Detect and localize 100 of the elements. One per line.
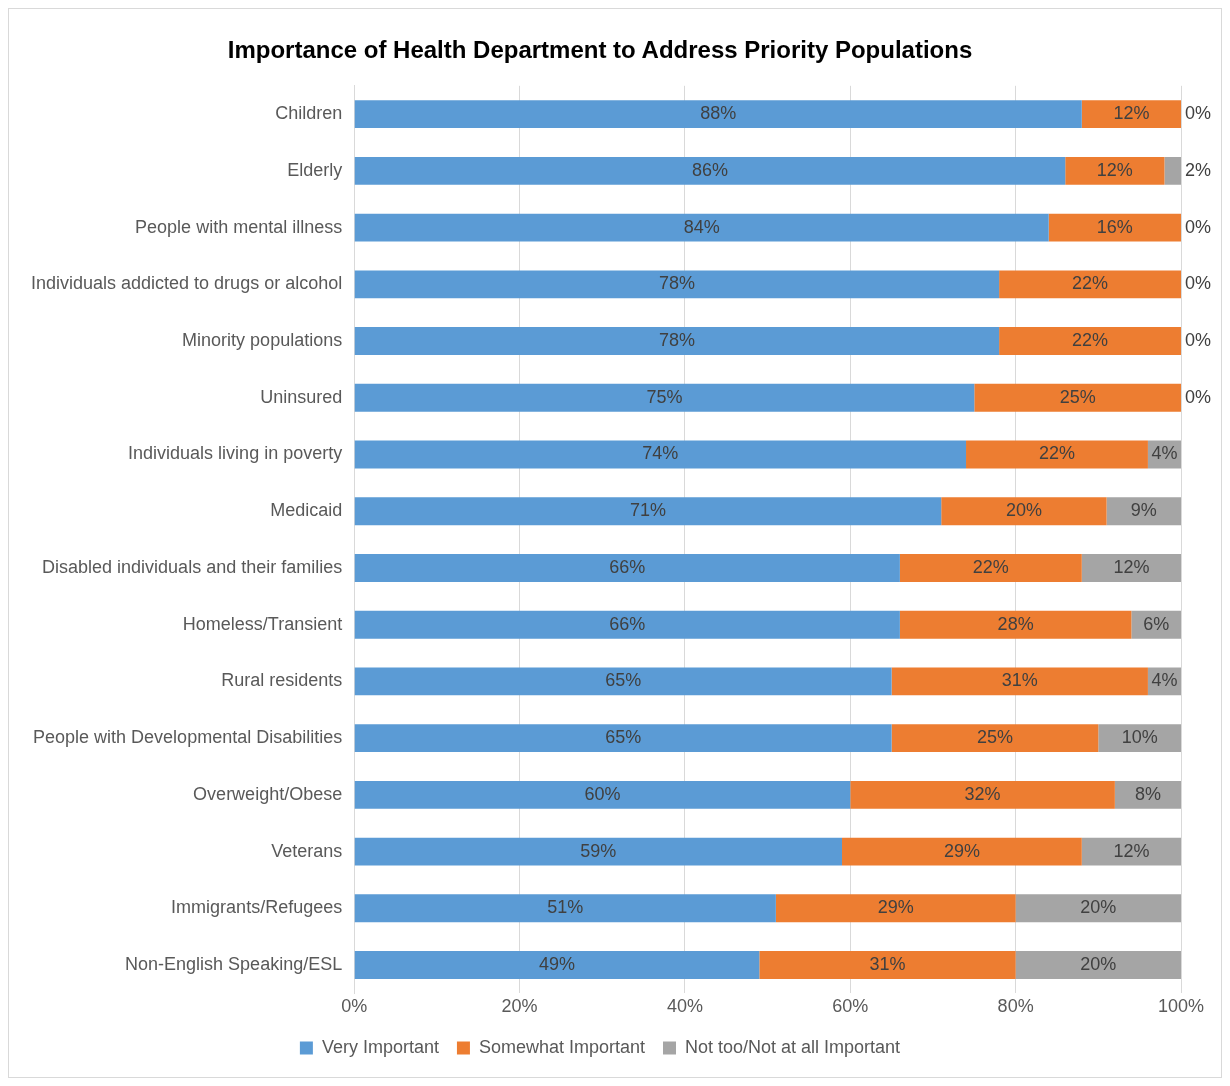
data-label: 78% (658, 273, 695, 294)
x-tick-label: 80% (997, 996, 1034, 1017)
y-tick-label: Children (275, 103, 343, 124)
data-label: 78% (658, 330, 695, 351)
data-label: 25% (1059, 386, 1096, 407)
y-tick-label: Elderly (287, 159, 343, 180)
data-label: 0% (1185, 103, 1212, 124)
data-label: 8% (1134, 783, 1161, 804)
data-label: 20% (1080, 897, 1117, 918)
data-label: 74% (642, 443, 679, 464)
data-label: 2% (1185, 159, 1212, 180)
data-label: 29% (877, 897, 914, 918)
bar (1015, 951, 1181, 979)
x-tick-label: 60% (832, 996, 869, 1017)
data-label: 65% (605, 727, 642, 748)
data-label: 86% (691, 159, 728, 180)
data-label: 20% (1005, 500, 1042, 521)
bar (941, 497, 1107, 526)
data-label: 10% (1121, 727, 1158, 748)
data-label: 60% (584, 783, 621, 804)
data-label: 32% (964, 783, 1001, 804)
y-tick-label: Homeless/Transient (182, 613, 343, 634)
bar (354, 780, 851, 809)
bar (999, 327, 1181, 356)
x-tick-label: 40% (666, 996, 703, 1017)
data-label: 12% (1096, 159, 1133, 180)
bar (354, 213, 1049, 242)
legend-label: Somewhat Important (478, 1036, 646, 1057)
data-label: 84% (683, 216, 720, 237)
bar (354, 497, 942, 526)
y-tick-label: Overweight/Obese (193, 783, 343, 804)
y-tick-label: Veterans (271, 840, 343, 861)
y-tick-label: People with Developmental Disabilities (33, 727, 343, 748)
y-tick-label: Rural residents (221, 670, 343, 691)
bar (999, 270, 1181, 299)
data-label: 31% (869, 954, 906, 975)
data-label: 88% (700, 103, 737, 124)
bar (354, 554, 900, 582)
data-label: 4% (1151, 443, 1178, 464)
data-label: 29% (943, 840, 980, 861)
data-label: 0% (1185, 386, 1212, 407)
data-label: 12% (1113, 103, 1150, 124)
data-label: 71% (629, 500, 666, 521)
bar (354, 894, 776, 923)
bar (354, 156, 1066, 185)
bar (354, 667, 892, 696)
data-label: 59% (580, 840, 617, 861)
data-label: 4% (1151, 670, 1178, 691)
y-tick-label: Disabled individuals and their families (42, 556, 343, 577)
bar (354, 837, 843, 866)
y-tick-label: Uninsured (260, 386, 343, 407)
bar (354, 327, 1000, 356)
bar (1164, 156, 1181, 185)
bar (354, 383, 975, 412)
bar (354, 951, 760, 979)
data-label: 22% (1038, 443, 1075, 464)
bar (354, 724, 892, 753)
bar (1081, 837, 1181, 866)
bar (974, 383, 1181, 412)
y-tick-label: Non-English Speaking/ESL (125, 954, 343, 975)
legend-label: Not too/Not at all Important (685, 1036, 901, 1057)
bar (966, 440, 1148, 469)
data-label: 20% (1080, 954, 1117, 975)
data-label: 12% (1113, 840, 1150, 861)
data-label: 31% (1001, 670, 1038, 691)
data-label: 6% (1143, 613, 1170, 634)
data-label: 0% (1185, 330, 1212, 351)
bar (891, 724, 1099, 753)
bar (1081, 100, 1181, 129)
bar (354, 100, 1082, 129)
x-tick-label: 20% (501, 996, 538, 1017)
chart-title: Importance of Health Department to Address Priority Populations (227, 36, 973, 64)
bar (1098, 724, 1181, 753)
bar (1106, 497, 1181, 526)
bar (354, 610, 900, 639)
x-tick-label: 100% (1157, 996, 1205, 1017)
data-label: 16% (1096, 216, 1133, 237)
bar (842, 837, 1082, 866)
data-label: 9% (1130, 500, 1157, 521)
bar (891, 667, 1148, 696)
data-label: 75% (646, 386, 683, 407)
bar (759, 951, 1016, 979)
data-label: 0% (1185, 273, 1212, 294)
bar (1081, 554, 1181, 582)
data-label: 12% (1113, 556, 1150, 577)
data-label: 22% (972, 556, 1009, 577)
legend-label: Very Important (321, 1036, 439, 1057)
data-label: 0% (1185, 216, 1212, 237)
data-label: 22% (1072, 330, 1109, 351)
y-tick-label: Individuals living in poverty (128, 443, 343, 464)
bar (775, 894, 1016, 923)
x-tick-label: 0% (341, 996, 368, 1017)
bar (354, 440, 967, 469)
bar (899, 610, 1132, 639)
data-label: 22% (1072, 273, 1109, 294)
data-label: 25% (976, 727, 1013, 748)
bar (1065, 156, 1165, 185)
data-label: 65% (605, 670, 642, 691)
bar (850, 780, 1115, 809)
bar (1048, 213, 1181, 242)
